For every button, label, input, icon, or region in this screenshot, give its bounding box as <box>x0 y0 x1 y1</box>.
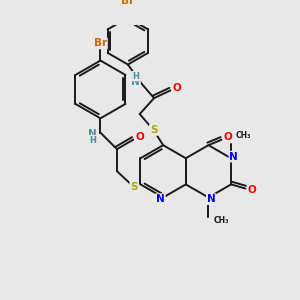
Text: H: H <box>132 72 139 81</box>
Text: Br: Br <box>121 0 134 6</box>
Text: N: N <box>230 152 238 162</box>
Text: S: S <box>130 182 138 192</box>
Text: N: N <box>156 194 165 204</box>
Text: N: N <box>207 194 216 204</box>
Text: N: N <box>88 129 97 139</box>
Text: CH₃: CH₃ <box>236 130 251 140</box>
Text: N: N <box>131 76 140 87</box>
Text: O: O <box>223 133 232 142</box>
Text: O: O <box>248 185 256 195</box>
Text: O: O <box>172 82 181 93</box>
Text: S: S <box>150 125 157 135</box>
Text: Br: Br <box>94 38 107 49</box>
Text: H: H <box>89 136 96 145</box>
Text: CH₃: CH₃ <box>213 215 229 224</box>
Text: O: O <box>135 132 144 142</box>
